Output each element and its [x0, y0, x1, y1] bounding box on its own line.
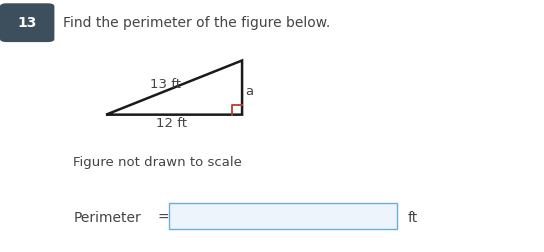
Text: ft: ft [408, 211, 418, 225]
Text: =: = [158, 211, 169, 225]
Text: Figure not drawn to scale: Figure not drawn to scale [73, 156, 242, 169]
Text: 13: 13 [17, 16, 37, 30]
Text: a: a [245, 85, 253, 99]
Text: Perimeter: Perimeter [73, 211, 141, 225]
FancyBboxPatch shape [169, 203, 397, 229]
Text: 13 ft: 13 ft [151, 78, 181, 91]
FancyBboxPatch shape [0, 3, 54, 42]
Text: Find the perimeter of the figure below.: Find the perimeter of the figure below. [63, 16, 330, 30]
Text: 12 ft: 12 ft [156, 117, 187, 131]
